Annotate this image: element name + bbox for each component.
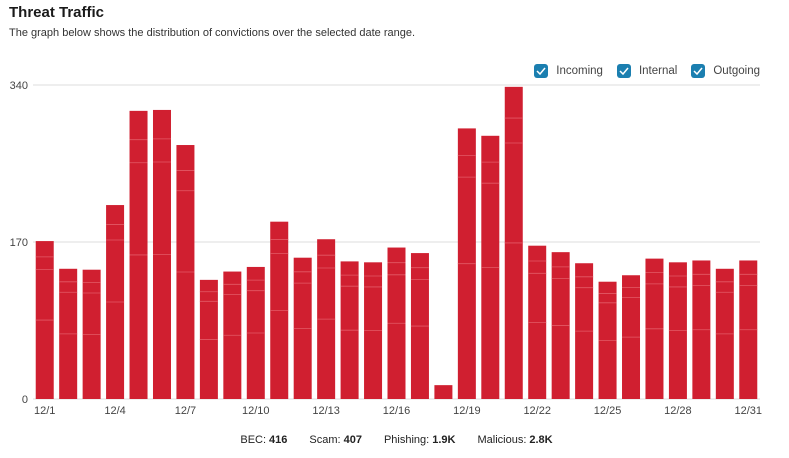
- total-value: 2.8K: [529, 434, 553, 446]
- chart-legend: Incoming Internal Outgoing: [534, 64, 760, 78]
- y-tick-label: 170: [10, 237, 28, 249]
- x-tick-label: 12/22: [523, 405, 551, 417]
- total-value: 1.9K: [432, 434, 456, 446]
- x-tick-label: 12/19: [453, 405, 481, 417]
- legend-incoming-checkbox[interactable]: Incoming: [534, 64, 603, 78]
- x-tick-label: 12/7: [175, 405, 196, 417]
- page-subtitle: The graph below shows the distribution o…: [9, 27, 416, 39]
- x-tick-label: 12/10: [242, 405, 270, 417]
- x-tick-label: 12/13: [312, 405, 340, 417]
- total-value: 416: [269, 434, 288, 446]
- x-tick-label: 12/31: [735, 405, 763, 417]
- total-scam: Scam: 407: [309, 434, 362, 446]
- total-label: Scam:: [309, 434, 341, 446]
- total-label: BEC:: [240, 434, 267, 446]
- x-tick-label: 12/25: [594, 405, 622, 417]
- legend-label: Incoming: [556, 65, 603, 77]
- legend-outgoing-checkbox[interactable]: Outgoing: [691, 64, 760, 78]
- checkbox-checked-icon: [691, 64, 706, 78]
- checkbox-checked-icon: [534, 64, 549, 78]
- legend-label: Outgoing: [713, 65, 760, 77]
- x-tick-label: 12/28: [664, 405, 692, 417]
- y-tick-label: 340: [10, 80, 28, 92]
- bar: [434, 385, 453, 399]
- legend-label: Internal: [638, 65, 678, 77]
- total-label: Malicious:: [477, 434, 527, 446]
- x-tick-label: 12/16: [383, 405, 411, 417]
- total-bec: BEC: 416: [240, 434, 287, 446]
- x-tick-label: 12/4: [104, 405, 125, 417]
- legend-internal-checkbox[interactable]: Internal: [616, 64, 678, 78]
- total-value: 407: [343, 434, 362, 446]
- total-label: Phishing:: [383, 434, 430, 446]
- checkbox-checked-icon: [616, 64, 631, 78]
- totals-footer: BEC: 416 Scam: 407 Phishing: 1.9K Malicious…: [0, 434, 789, 446]
- total-malicious: Malicious: 2.8K: [477, 434, 552, 446]
- y-tick-label: 0: [22, 394, 28, 406]
- page-title: Threat Traffic: [9, 4, 105, 21]
- total-phishing: Phishing: 1.9K: [384, 434, 456, 446]
- x-tick-label: 12/1: [34, 405, 55, 417]
- bar-chart: 0 170 340 12/1 12/4 12/7 12/10 12/13 12/16 12/19 1…: [10, 80, 763, 417]
